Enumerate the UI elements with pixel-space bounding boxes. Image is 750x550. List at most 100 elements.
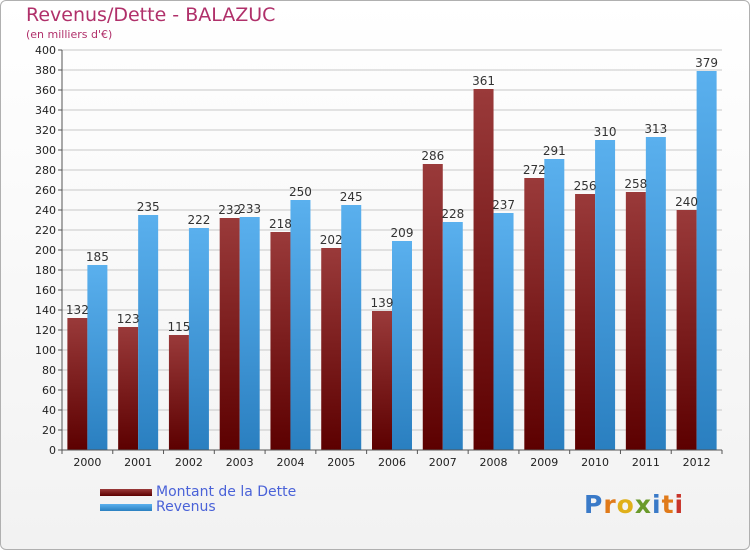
chart-subtitle: (en milliers d'€): [26, 28, 113, 41]
y-tick-label: 300: [35, 144, 56, 157]
proxiti-logo: Proxiti: [584, 490, 684, 519]
data-label-dette-2011: 258: [624, 177, 647, 191]
x-tick-label: 2010: [581, 456, 609, 469]
bar-dette-2002: [168, 335, 189, 450]
y-tick-label: 0: [49, 444, 56, 457]
bar-dette-2001: [118, 327, 139, 450]
legend-item-dette: Montant de la Dette: [100, 484, 360, 500]
x-tick-label: 2004: [276, 456, 304, 469]
x-tick-label: 2005: [327, 456, 355, 469]
y-tick-label: 60: [42, 384, 56, 397]
y-tick-label: 320: [35, 124, 56, 137]
data-label-revenus-2001: 235: [137, 200, 160, 214]
data-label-dette-2012: 240: [675, 195, 698, 209]
legend-item-revenus: Revenus: [100, 499, 360, 515]
data-label-revenus-2004: 250: [289, 185, 312, 199]
logo-letter: i: [652, 490, 662, 519]
logo-letter: i: [674, 490, 685, 519]
logo-letter: x: [634, 490, 652, 519]
x-tick-label: 2002: [175, 456, 203, 469]
x-tick-label: 2009: [530, 456, 558, 469]
y-tick-label: 200: [35, 244, 56, 257]
bar-dette-2000: [67, 318, 88, 450]
y-tick-label: 40: [42, 404, 56, 417]
logo-letter: P: [584, 490, 604, 519]
y-tick-label: 180: [35, 264, 56, 277]
x-tick-label: 2012: [683, 456, 711, 469]
x-tick-label: 2011: [632, 456, 660, 469]
y-tick-label: 380: [35, 64, 56, 77]
bar-revenus-2011: [645, 137, 666, 450]
data-label-revenus-2011: 313: [644, 122, 667, 136]
data-label-revenus-2010: 310: [594, 125, 617, 139]
bar-dette-2005: [321, 248, 342, 450]
logo-letter: t: [661, 490, 675, 519]
bar-revenus-2000: [87, 265, 108, 450]
data-label-revenus-2003: 233: [238, 202, 261, 216]
data-label-dette-2005: 202: [320, 233, 343, 247]
bar-revenus-2006: [392, 241, 412, 450]
data-label-revenus-2008: 237: [492, 198, 515, 212]
data-label-dette-2003: 232: [218, 203, 241, 217]
data-label-dette-2001: 123: [117, 312, 140, 326]
y-tick-label: 120: [35, 324, 56, 337]
data-label-revenus-2006: 209: [391, 226, 414, 240]
bar-dette-2010: [575, 194, 596, 450]
legend: Montant de la Dette Revenus: [100, 484, 360, 516]
data-label-dette-2002: 115: [167, 320, 190, 334]
y-tick-label: 80: [42, 364, 56, 377]
bar-dette-2009: [524, 178, 545, 450]
data-label-revenus-2007: 228: [441, 207, 464, 221]
x-tick-label: 2007: [429, 456, 457, 469]
x-tick-label: 2001: [124, 456, 152, 469]
bar-revenus-2003: [239, 217, 260, 450]
bar-dette-2007: [422, 164, 443, 450]
y-tick-label: 140: [35, 304, 56, 317]
bar-revenus-2009: [544, 159, 565, 450]
logo-letter: o: [616, 490, 635, 519]
legend-label-dette: Montant de la Dette: [156, 484, 297, 500]
bar-revenus-2005: [341, 205, 362, 450]
data-label-revenus-2000: 185: [86, 250, 109, 264]
data-label-dette-2010: 256: [574, 179, 597, 193]
data-label-revenus-2012: 379: [695, 56, 718, 70]
y-tick-label: 400: [35, 44, 56, 57]
bar-revenus-2001: [138, 215, 159, 450]
data-label-dette-2007: 286: [421, 149, 444, 163]
bar-revenus-2007: [442, 222, 463, 450]
x-tick-label: 2006: [378, 456, 406, 469]
y-tick-label: 20: [42, 424, 56, 437]
bar-dette-2008: [473, 89, 494, 450]
logo-letter: r: [603, 490, 617, 519]
bar-revenus-2004: [290, 200, 311, 450]
y-tick-label: 240: [35, 204, 56, 217]
data-label-revenus-2002: 222: [187, 213, 210, 227]
data-label-dette-2004: 218: [269, 217, 292, 231]
legend-label-revenus: Revenus: [156, 499, 216, 515]
y-tick-label: 260: [35, 184, 56, 197]
data-label-dette-2009: 272: [523, 163, 546, 177]
legend-swatch-revenus: [100, 504, 152, 511]
y-tick-label: 340: [35, 104, 56, 117]
y-tick-label: 100: [35, 344, 56, 357]
y-tick-label: 220: [35, 224, 56, 237]
bar-dette-2006: [372, 311, 392, 450]
data-label-revenus-2009: 291: [543, 144, 566, 158]
bar-revenus-2002: [188, 228, 209, 450]
bar-revenus-2012: [696, 71, 717, 450]
bar-dette-2003: [219, 218, 240, 450]
data-label-dette-2008: 361: [472, 74, 495, 88]
x-tick-label: 2003: [226, 456, 254, 469]
legend-swatch-dette: [100, 489, 152, 496]
x-tick-label: 2008: [480, 456, 508, 469]
x-tick-label: 2000: [73, 456, 101, 469]
data-label-dette-2006: 139: [371, 296, 394, 310]
data-label-dette-2000: 132: [66, 303, 89, 317]
chart-title: Revenus/Dette - BALAZUC: [26, 4, 276, 26]
bar-revenus-2008: [493, 213, 514, 450]
y-tick-label: 360: [35, 84, 56, 97]
bar-dette-2011: [625, 192, 646, 450]
bar-dette-2012: [676, 210, 697, 450]
